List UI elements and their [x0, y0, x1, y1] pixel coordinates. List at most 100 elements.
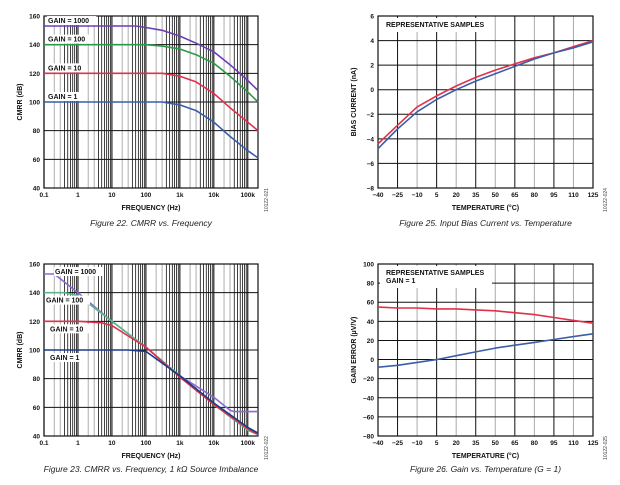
chart-fig22: GAIN = 1000 GAIN = 100 GAIN = 10 GAIN = 1 0.… [17, 14, 270, 229]
y-axis-label: CMRR (dB) [17, 332, 24, 369]
annotation-box [380, 266, 492, 288]
y-tick-label: 100 [29, 348, 40, 355]
y-tick-label: 120 [29, 319, 40, 326]
gain-label-bg [45, 295, 90, 305]
plot-frame [377, 263, 594, 437]
gain-label: GAIN = 100 [48, 37, 85, 44]
gain-label: GAIN = 1 [50, 355, 79, 362]
plot-area [378, 16, 593, 188]
gain-label-bg [49, 353, 86, 362]
x-tick-label: 125 [588, 440, 599, 447]
x-axis-label: TEMPERATURE (°C) [452, 452, 519, 460]
x-tick-label: −25 [392, 440, 403, 447]
x-tick-label: 110 [568, 192, 579, 199]
series-line-0 [377, 306, 594, 324]
chart-fig25: REPRESENTATIVE SAMPLES−40 −25 −10 5 20 35 50 65… [351, 14, 609, 229]
x-tick-label: 95 [550, 440, 558, 447]
y-tick-label: −60 [363, 414, 374, 421]
y-tick-label: 40 [367, 319, 375, 326]
y-tick-label: 60 [367, 300, 375, 307]
y-tick-label: 60 [33, 405, 41, 412]
x-tick-label: 100 [140, 440, 151, 447]
series-line-1 [377, 41, 594, 150]
series-line-3 [44, 349, 259, 434]
x-tick-label: 50 [492, 440, 500, 447]
x-tick-label: 65 [511, 192, 519, 199]
x-tick-label: 50 [492, 192, 500, 199]
x-tick-label: 0.1 [39, 440, 48, 447]
x-tick-label: 5 [435, 440, 439, 447]
figure-caption: Figure 23. CMRR vs. Frequency, 1 kΩ Sour… [44, 464, 259, 474]
gain-label: GAIN = 100 [46, 298, 83, 305]
x-axis-label: FREQUENCY (Hz) [122, 453, 181, 460]
y-axis-label: GAIN ERROR (µV/V) [351, 317, 358, 384]
gain-label-bg [49, 324, 90, 334]
figure-caption: Figure 22. CMRR vs. Frequency [90, 218, 213, 228]
gain-label: GAIN = 1000 [48, 18, 89, 25]
x-tick-label: −40 [372, 440, 383, 447]
x-tick-label: 110 [568, 440, 579, 447]
gain-label-bg [47, 92, 84, 101]
y-tick-label: −8 [367, 186, 375, 193]
y-tick-label: 6 [370, 14, 374, 21]
y-tick-label: 80 [33, 376, 41, 383]
gain-label: GAIN = 10 [48, 65, 81, 72]
x-tick-label: 10k [208, 192, 219, 199]
gain-label: GAIN = 1000 [55, 269, 96, 276]
x-tick-label: 95 [550, 192, 558, 199]
series-line-0 [44, 25, 259, 92]
y-tick-label: 40 [33, 186, 41, 193]
series-line-1 [377, 333, 594, 368]
x-tick-label: 1 [76, 192, 80, 199]
x-tick-label: 100k [241, 192, 256, 199]
gain-label-bg [54, 267, 104, 277]
x-tick-label: −10 [412, 440, 423, 447]
annotation-text: REPRESENTATIVE SAMPLES [386, 22, 484, 29]
y-tick-label: 0 [370, 87, 374, 94]
y-tick-label: 160 [29, 262, 40, 269]
series-line-2 [44, 320, 259, 436]
annotation-text: GAIN = 1 [386, 278, 415, 285]
x-tick-label: 20 [453, 440, 461, 447]
chart-fig23: GAIN = 1000 GAIN = 100 GAIN = 10 GAIN = 1 0.… [17, 262, 270, 475]
x-tick-label: 80 [531, 440, 539, 447]
figure-code: 10122-022 [264, 436, 270, 460]
gain-label: GAIN = 10 [50, 326, 83, 333]
y-tick-label: 100 [29, 100, 40, 107]
x-tick-label: 10k [208, 440, 219, 447]
y-tick-label: 160 [29, 14, 40, 21]
y-tick-label: 80 [367, 281, 375, 288]
x-tick-label: 1 [76, 440, 80, 447]
y-tick-label: −20 [363, 376, 374, 383]
figure-caption: Figure 26. Gain vs. Temperature (G = 1) [410, 464, 561, 474]
figure-code: 10122-021 [264, 188, 270, 212]
x-tick-label: 80 [531, 192, 539, 199]
x-tick-label: 20 [453, 192, 461, 199]
annotation-text: REPRESENTATIVE SAMPLES [386, 270, 484, 277]
y-tick-label: −2 [367, 112, 375, 119]
x-tick-label: −40 [372, 192, 383, 199]
x-tick-label: 5 [435, 192, 439, 199]
annotation-box [380, 18, 492, 32]
x-tick-label: 35 [472, 192, 480, 199]
y-tick-label: 2 [370, 63, 374, 70]
series-line-2 [44, 72, 259, 132]
y-tick-label: 140 [29, 42, 40, 49]
gain-label-bg [47, 16, 97, 26]
x-tick-label: 0.1 [39, 192, 48, 199]
y-tick-label: 60 [33, 157, 41, 164]
gain-label-bg [47, 34, 92, 44]
x-tick-label: 100k [241, 440, 256, 447]
y-tick-label: 140 [29, 290, 40, 297]
series-line-1 [44, 43, 259, 103]
x-tick-label: 10 [108, 440, 116, 447]
x-tick-label: 65 [511, 440, 519, 447]
y-tick-label: 40 [33, 434, 41, 441]
x-tick-label: −10 [412, 192, 423, 199]
y-tick-label: 20 [367, 338, 375, 345]
figure-code: 10122-024 [603, 188, 609, 212]
x-tick-label: 35 [472, 440, 480, 447]
y-tick-label: 0 [370, 357, 374, 364]
